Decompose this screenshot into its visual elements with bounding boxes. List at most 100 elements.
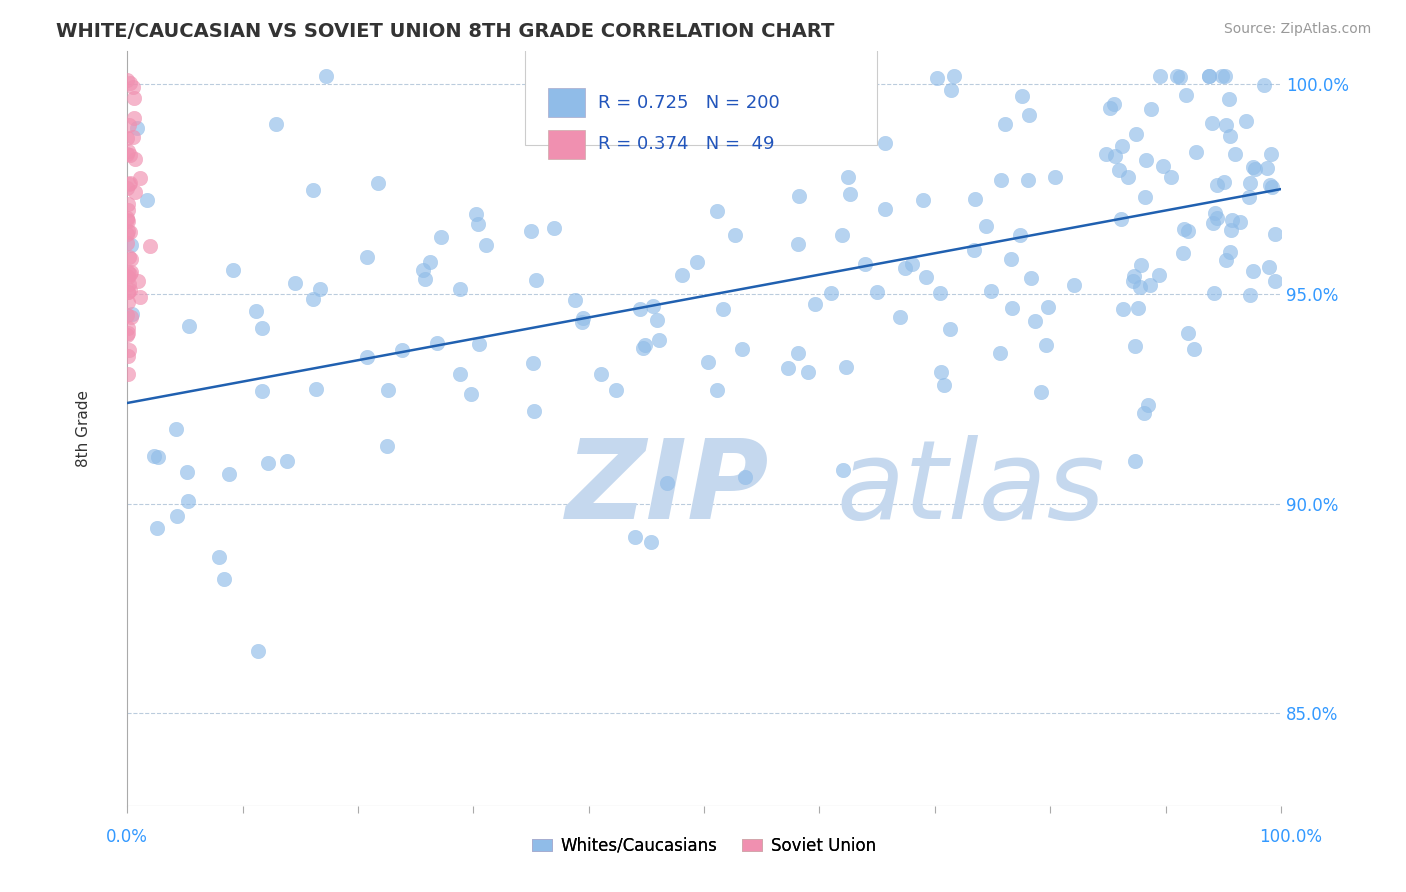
Point [901, 256, 924, 270]
Point [711, 301, 734, 316]
Point [1202, 285, 1225, 300]
Point [1239, 287, 1261, 301]
Point [1257, 260, 1279, 274]
Point [1202, 216, 1225, 230]
Point [117, 349, 139, 363]
Point [1126, 301, 1149, 315]
Point [1147, 268, 1170, 282]
Point [645, 312, 668, 326]
Point [522, 356, 544, 370]
Point [839, 187, 862, 202]
Point [118, 267, 141, 281]
Point [787, 346, 810, 360]
Point [468, 337, 491, 351]
Point [176, 465, 198, 479]
Point [1211, 69, 1233, 83]
Point [1258, 178, 1281, 192]
Point [142, 449, 165, 463]
Point [1111, 139, 1133, 153]
Point [564, 293, 586, 307]
Point [120, 76, 142, 90]
Point [787, 189, 810, 203]
Point [1168, 70, 1191, 84]
Point [1116, 169, 1139, 184]
Point [245, 304, 267, 318]
Text: WHITE/CAUCASIAN VS SOVIET UNION 8TH GRADE CORRELATION CHART: WHITE/CAUCASIAN VS SOVIET UNION 8TH GRAD… [56, 22, 835, 41]
Point [1122, 274, 1144, 288]
Point [117, 197, 139, 211]
Point [146, 520, 169, 534]
Point [1011, 89, 1033, 103]
Point [837, 169, 859, 184]
Point [449, 282, 471, 296]
Point [835, 359, 858, 374]
Point [1029, 385, 1052, 400]
Point [735, 128, 758, 143]
Point [1123, 269, 1146, 284]
Point [831, 227, 853, 242]
Point [117, 368, 139, 382]
Point [117, 224, 139, 238]
Point [1109, 211, 1132, 226]
Text: R = 0.725   N = 200: R = 0.725 N = 200 [598, 94, 780, 112]
Point [117, 309, 139, 323]
Point [804, 297, 827, 311]
Point [1018, 108, 1040, 122]
Point [778, 360, 800, 375]
FancyBboxPatch shape [548, 88, 585, 117]
Point [1212, 175, 1234, 189]
Point [117, 285, 139, 299]
Point [990, 173, 1012, 187]
Point [853, 257, 876, 271]
Text: 0.0%: 0.0% [105, 828, 148, 846]
Point [449, 368, 471, 382]
Point [301, 292, 323, 306]
Point [786, 237, 808, 252]
Point [832, 463, 855, 477]
Point [250, 321, 273, 335]
Point [1243, 263, 1265, 277]
Point [117, 236, 139, 251]
Point [1205, 211, 1227, 226]
Point [939, 322, 962, 336]
Point [429, 230, 451, 244]
Point [121, 307, 143, 321]
Point [1184, 342, 1206, 356]
Point [634, 338, 657, 352]
Text: 8th Grade: 8th Grade [76, 390, 91, 467]
Point [120, 225, 142, 239]
Point [118, 118, 141, 132]
Point [1201, 115, 1223, 129]
Point [367, 176, 389, 190]
Point [117, 227, 139, 242]
Point [1099, 101, 1122, 115]
Point [1001, 301, 1024, 315]
Point [520, 224, 543, 238]
Point [647, 333, 669, 347]
Point [117, 328, 139, 343]
Point [356, 350, 378, 364]
Point [915, 269, 938, 284]
Point [633, 341, 655, 355]
Point [974, 219, 997, 234]
Point [1095, 147, 1118, 161]
Point [246, 644, 269, 658]
Point [572, 311, 595, 326]
Point [557, 69, 579, 83]
Point [873, 136, 896, 151]
Point [250, 384, 273, 398]
Point [571, 315, 593, 329]
Point [1139, 277, 1161, 292]
Point [980, 285, 1002, 299]
Point [706, 203, 728, 218]
Point [1198, 69, 1220, 83]
Point [117, 321, 139, 335]
Point [1045, 169, 1067, 184]
Point [734, 470, 756, 484]
Point [628, 301, 651, 316]
Point [122, 112, 145, 126]
Point [1112, 301, 1135, 316]
Point [1234, 114, 1257, 128]
Point [1204, 206, 1226, 220]
Point [1260, 146, 1282, 161]
